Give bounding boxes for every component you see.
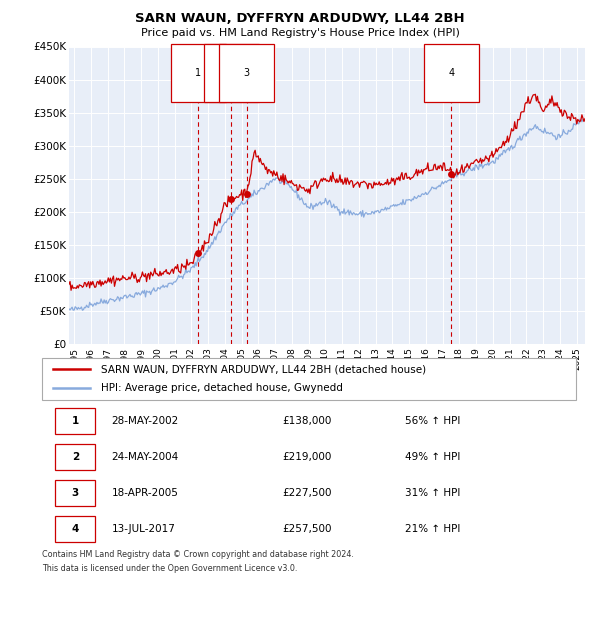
Text: £227,500: £227,500 <box>283 488 332 498</box>
Text: This data is licensed under the Open Government Licence v3.0.: This data is licensed under the Open Gov… <box>42 564 298 573</box>
Text: 2: 2 <box>72 452 79 462</box>
Text: 3: 3 <box>244 68 250 78</box>
Text: Price paid vs. HM Land Registry's House Price Index (HPI): Price paid vs. HM Land Registry's House … <box>140 28 460 38</box>
Text: 13-JUL-2017: 13-JUL-2017 <box>112 524 175 534</box>
Text: £138,000: £138,000 <box>283 416 332 426</box>
Text: £219,000: £219,000 <box>283 452 332 462</box>
Text: 3: 3 <box>72 488 79 498</box>
Text: 56% ↑ HPI: 56% ↑ HPI <box>405 416 460 426</box>
Text: 18-APR-2005: 18-APR-2005 <box>112 488 178 498</box>
Text: 49% ↑ HPI: 49% ↑ HPI <box>405 452 460 462</box>
Text: 28-MAY-2002: 28-MAY-2002 <box>112 416 179 426</box>
Text: 21% ↑ HPI: 21% ↑ HPI <box>405 524 460 534</box>
Text: HPI: Average price, detached house, Gwynedd: HPI: Average price, detached house, Gwyn… <box>101 383 343 393</box>
Text: Contains HM Land Registry data © Crown copyright and database right 2024.: Contains HM Land Registry data © Crown c… <box>42 550 354 559</box>
Bar <box>55 516 95 542</box>
Text: SARN WAUN, DYFFRYN ARDUDWY, LL44 2BH: SARN WAUN, DYFFRYN ARDUDWY, LL44 2BH <box>135 12 465 25</box>
Bar <box>55 408 95 434</box>
Text: 1: 1 <box>195 68 201 78</box>
Text: 2: 2 <box>228 68 235 78</box>
Bar <box>55 444 95 470</box>
Text: 24-MAY-2004: 24-MAY-2004 <box>112 452 179 462</box>
Bar <box>55 480 95 506</box>
Text: 4: 4 <box>448 68 455 78</box>
Text: SARN WAUN, DYFFRYN ARDUDWY, LL44 2BH (detached house): SARN WAUN, DYFFRYN ARDUDWY, LL44 2BH (de… <box>101 364 426 374</box>
Text: 31% ↑ HPI: 31% ↑ HPI <box>405 488 460 498</box>
Text: £257,500: £257,500 <box>283 524 332 534</box>
Text: 1: 1 <box>72 416 79 426</box>
Text: 4: 4 <box>71 524 79 534</box>
